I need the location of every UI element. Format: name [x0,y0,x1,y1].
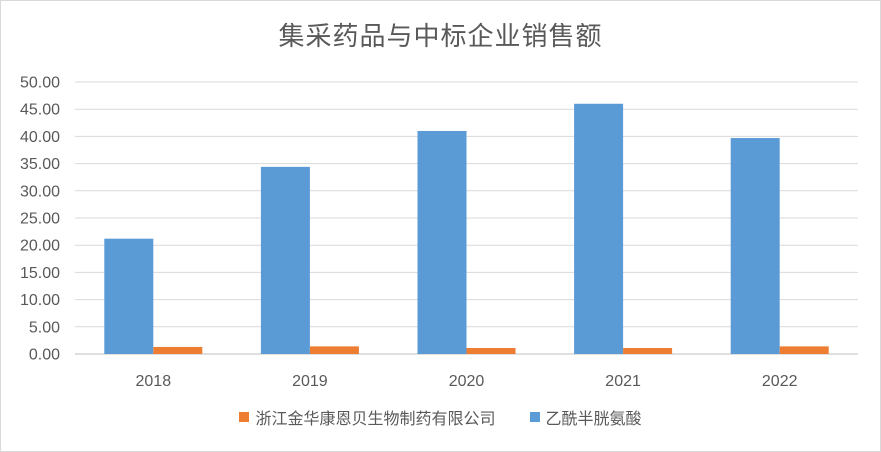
bar-blue [104,238,154,354]
legend-label-blue: 乙酰半胱氨酸 [545,409,642,428]
y-tick-label: 50.00 [20,75,60,92]
chart-title: 集采药品与中标企业销售额 [278,22,603,52]
bars [104,103,829,354]
x-tick-label: 2019 [292,373,328,390]
bar-orange [466,348,516,354]
y-tick-label: 45.00 [20,102,60,119]
y-tick-label: 25.00 [20,211,60,228]
bar-orange [153,346,203,354]
y-tick-label: 30.00 [20,183,60,200]
y-tick-label: 35.00 [20,156,60,173]
y-tick-label: 0.00 [29,347,60,364]
y-tick-label: 20.00 [20,238,60,255]
bar-orange [309,346,359,354]
legend-item-orange: 浙江金华康恩贝生物制药有限公司 [239,405,496,429]
legend-label-orange: 浙江金华康恩贝生物制药有限公司 [255,409,496,428]
y-axis-labels: 0.00 5.00 10.00 15.00 20.00 25.00 30.00 35.00 40… [20,75,60,364]
x-axis-labels: 2018 2019 2020 2021 2022 [136,373,798,390]
bar-blue [260,166,310,354]
x-tick-label: 2021 [605,373,641,390]
x-tick-label: 2018 [136,373,172,390]
bar-orange [779,346,829,354]
bar-orange [623,348,673,354]
legend-item-blue: 乙酰半胱氨酸 [529,405,642,429]
y-tick-label: 5.00 [29,319,60,336]
legend-swatch-orange [239,412,250,422]
y-tick-label: 40.00 [20,129,60,146]
y-tick-label: 15.00 [20,265,60,282]
x-tick-label: 2022 [762,373,798,390]
bar-blue [417,130,467,354]
bar-blue [730,138,780,354]
x-tick-label: 2020 [449,373,485,390]
y-tick-label: 10.00 [20,292,60,309]
legend-swatch-blue [529,412,540,422]
bar-blue [574,103,624,354]
legend: 浙江金华康恩贝生物制药有限公司 乙酰半胱氨酸 [0,405,881,429]
